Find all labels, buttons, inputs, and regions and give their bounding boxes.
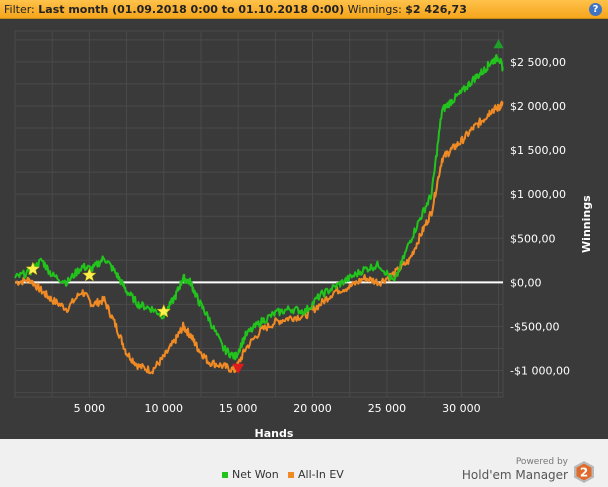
legend-label-all-in-ev: All-In EV [298,468,344,481]
y-axis-title: Winnings [580,195,593,253]
y-tick-label: $500,00 [510,232,556,245]
winnings-chart: 5 000 10 000 15 000 20 000 25 000 30 000 -$1 0… [14,30,593,439]
product-name: Hold'em Manager [461,468,568,482]
series-line-net-won [14,54,504,361]
hm2-logo-digit: 2 [580,466,588,480]
x-tick-label: 15 000 [219,402,258,415]
y-tick-label: $2 000,00 [510,100,566,113]
y-tick-label: $1 500,00 [510,144,566,157]
min-marker-icon [232,363,245,374]
legend-item-all-in-ev[interactable]: All-In EV [288,468,344,481]
star-marker-icon [156,303,172,318]
y-tick-label: -$1 000,00 [510,365,570,378]
legend-swatch-all-in-ev [288,472,294,478]
x-tick-label: 20 000 [293,402,332,415]
y-tick-label: -$500,00 [510,320,559,333]
winnings-value: $2 426,73 [405,3,467,16]
x-tick-label: 5 000 [74,402,106,415]
x-tick-label: 30 000 [442,402,481,415]
x-axis-title: Hands [255,427,294,439]
star-marker-icon [82,267,97,282]
legend-item-net-won[interactable]: Net Won [222,468,279,481]
hm2-logo-icon: 2 [574,461,594,483]
footer [0,439,608,487]
filter-label: Filter: [4,3,35,16]
filter-bar: Filter: Last month (01.09.2018 0:00 to 0… [0,0,608,19]
help-icon[interactable]: ? [589,3,602,16]
y-tick-label: $1 000,00 [510,188,566,201]
star-marker-icon [25,261,41,276]
y-tick-label: $2 500,00 [510,56,566,69]
series-line-all-in-ev [14,100,504,375]
winnings-label: Winnings: [347,3,402,16]
legend-label-net-won: Net Won [232,468,279,481]
chart-panel: 5 000 10 000 15 000 20 000 25 000 30 000 -$1 0… [0,19,608,439]
legend-swatch-net-won [222,472,228,478]
filter-range[interactable]: Last month (01.09.2018 0:00 to 01.10.201… [38,3,345,16]
x-tick-label: 10 000 [145,402,184,415]
powered-by-text: Powered by [515,457,568,467]
plot-area-border [14,30,504,398]
x-tick-label: 25 000 [368,402,407,415]
y-tick-label: $0,00 [510,276,542,289]
max-marker-icon [493,39,504,49]
